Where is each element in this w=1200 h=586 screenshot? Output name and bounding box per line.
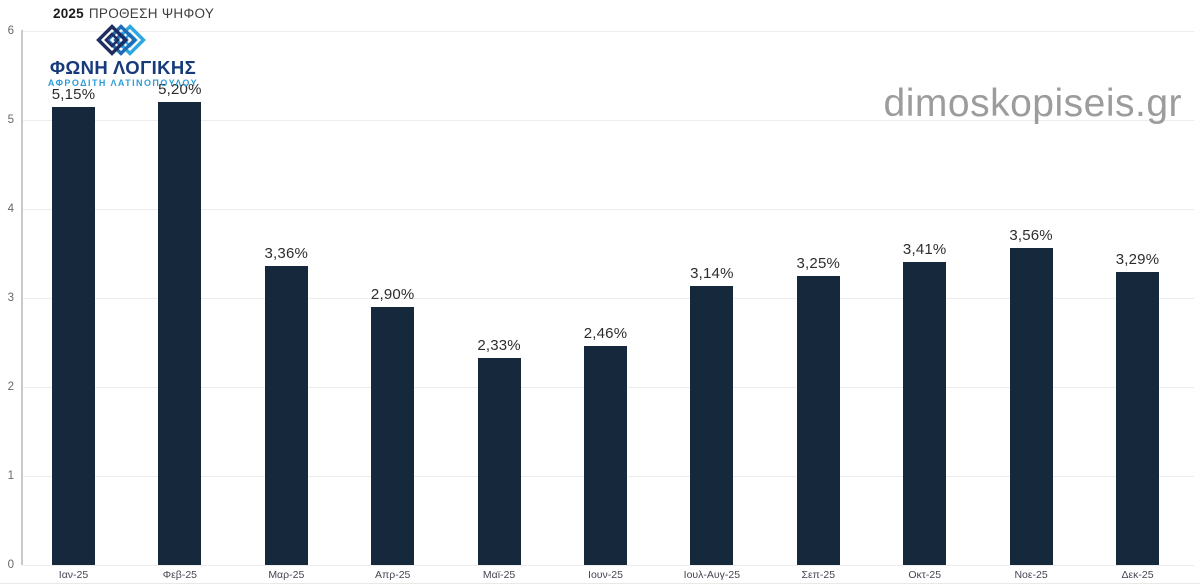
bar-value-label: 3,25% [796,254,841,272]
x-axis-tick-label: Απρ-25 [374,569,411,581]
party-logo-subtitle: ΑΦΡΟΔΙΤΗ ΛΑΤΙΝΟΠΟΥΛΟΥ [47,78,199,88]
bar-value-label: 3,14% [690,264,734,282]
chart-title-year: 2025 [53,6,84,21]
bar-value-label: 3,56% [1009,227,1053,245]
bar-value-label: 2,33% [477,336,521,354]
x-axis-tick-label: Ιουν-25 [588,569,623,581]
bar-value-label: 3,36% [264,244,309,262]
bar-value-label: 2,46% [583,325,628,343]
chart-title: 2025 ΠΡΟΘΕΣΗ ΨΗΦΟΥ [53,6,214,21]
gridline-y3 [22,297,1194,299]
bar-Ιουλ-Αυγ-25 [690,285,734,565]
bar-Δεκ-25 [1116,272,1159,565]
x-axis-tick-label: Νοε-25 [1014,569,1048,581]
party-logo-name: ΦΩΝΗ ΛΟΓΙΚΗΣ [49,57,197,78]
bar-Φεβ-25 [158,102,202,565]
y-axis-tick-label: 2 [7,381,14,393]
y-axis-tick-label: 1 [7,470,14,482]
gridline-y6 [22,30,1194,32]
x-axis-tick-label: Ιουλ-Αυγ-25 [683,569,741,581]
bar-value-label: 5,20% [158,81,202,99]
y-axis-tick-label: 3 [7,292,14,304]
bar-Νοε-25 [1009,248,1053,565]
x-axis-tick-label: Σεπ-25 [801,569,836,581]
bar-Ιουν-25 [584,346,627,565]
x-axis-tick-label: Οκτ-25 [908,569,942,581]
x-axis-tick-label: Ιαν-25 [58,569,89,581]
bar-Σεπ-25 [796,275,840,565]
party-logo: ΦΩΝΗ ΛΟΓΙΚΗΣ ΑΦΡΟΔΙΤΗ ΛΑΤΙΝΟΠΟΥΛΟΥ [44,22,202,88]
y-axis-tick-label: 4 [7,203,14,215]
y-axis-line [21,30,23,565]
watermark-text: dimoskopiseis.gr [883,82,1182,125]
x-axis-tick-label: Μαϊ-25 [482,569,516,581]
bar-value-label: 2,90% [370,285,415,303]
gridline-y5 [22,119,1194,121]
bar-Μαρ-25 [264,265,308,565]
bar-Ιαν-25 [52,106,95,565]
y-axis-tick-label: 5 [7,114,14,126]
x-axis-tick-label: Μαρ-25 [268,569,305,581]
bar-value-label: 3,41% [902,240,947,258]
bar-value-label: 5,15% [51,85,96,103]
x-axis-tick-label: Φεβ-25 [162,569,198,581]
bar-value-label: 3,29% [1115,251,1160,269]
chart-title-text: ΠΡΟΘΕΣΗ ΨΗΦΟΥ [88,6,215,21]
bottom-divider [0,583,1200,584]
bar-Οκτ-25 [903,261,947,565]
gridline-y4 [22,208,1194,210]
y-axis-tick-label: 0 [7,559,14,571]
nested-diamonds-icon [96,24,146,56]
gridline-y0 [22,564,1194,566]
y-axis-tick-label: 6 [7,25,14,37]
bar-Απρ-25 [371,306,415,565]
bar-Μαϊ-25 [477,357,521,565]
x-axis-tick-label: Δεκ-25 [1121,569,1154,581]
